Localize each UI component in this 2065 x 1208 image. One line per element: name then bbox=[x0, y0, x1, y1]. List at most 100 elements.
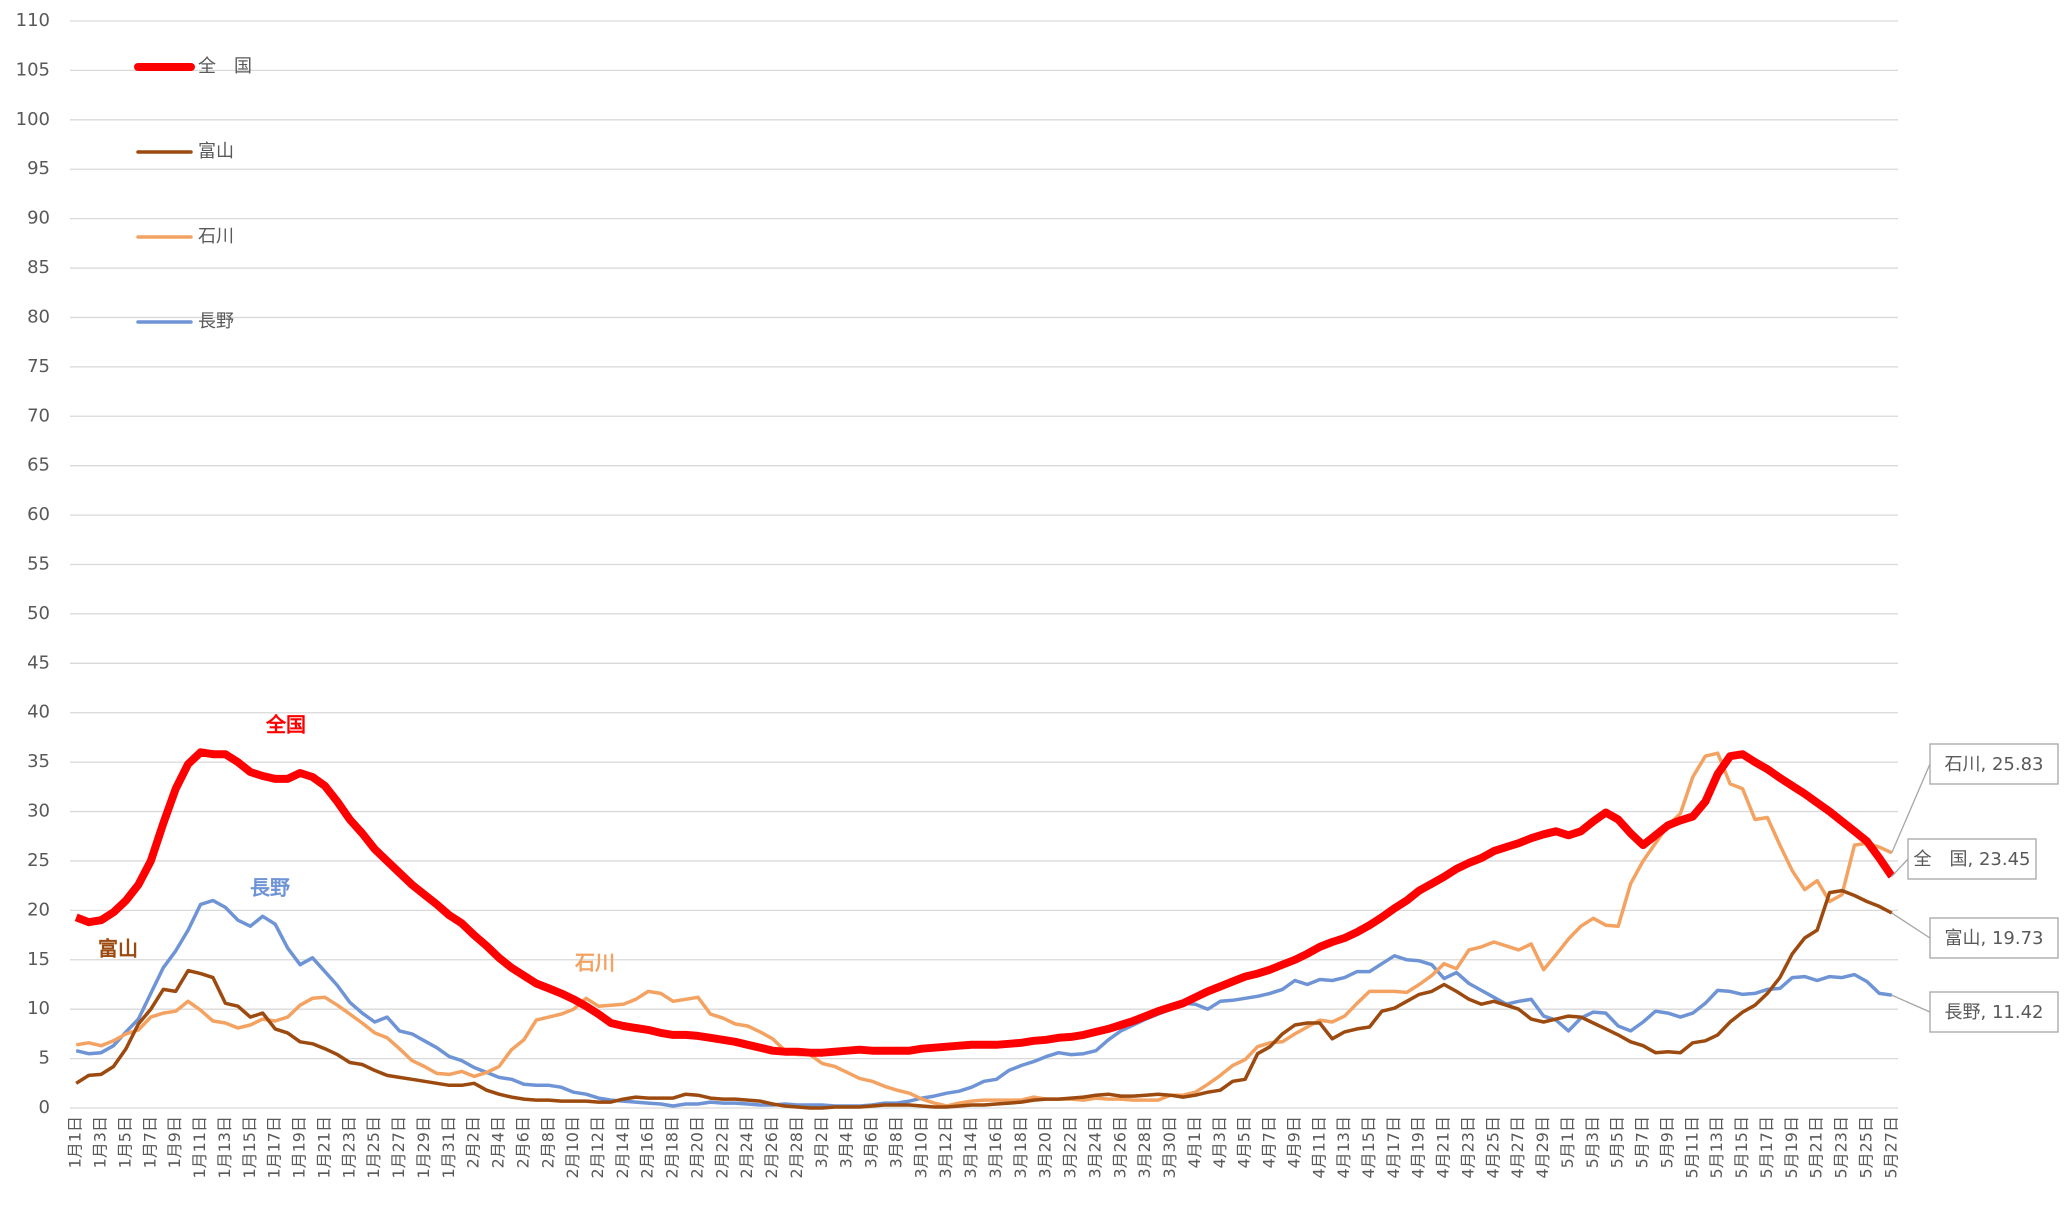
x-tick-label: 4月11日 bbox=[1309, 1116, 1328, 1179]
x-tick-label: 1月1日 bbox=[66, 1116, 85, 1168]
x-tick-label: 2月8日 bbox=[538, 1116, 557, 1168]
x-tick-label: 1月29日 bbox=[414, 1116, 433, 1179]
x-tick-label: 3月8日 bbox=[886, 1116, 905, 1168]
x-tick-label: 5月23日 bbox=[1832, 1116, 1851, 1179]
x-tick-label: 1月13日 bbox=[215, 1116, 234, 1179]
callout-box bbox=[1907, 838, 2037, 880]
y-tick-label: 55 bbox=[27, 554, 50, 575]
y-tick-label: 75 bbox=[27, 356, 50, 377]
x-tick-label: 3月22日 bbox=[1061, 1116, 1080, 1179]
x-tick-label: 5月7日 bbox=[1633, 1116, 1652, 1168]
x-tick-label: 3月20日 bbox=[1036, 1116, 1055, 1179]
data-label: 石川, 25.83 bbox=[1945, 754, 2044, 775]
x-tick-label: 4月15日 bbox=[1359, 1116, 1378, 1179]
x-tick-label: 1月27日 bbox=[389, 1116, 408, 1179]
callout-box bbox=[1929, 743, 2059, 785]
x-tick-label: 2月2日 bbox=[464, 1116, 483, 1168]
x-tick-label: 1月25日 bbox=[364, 1116, 383, 1179]
series-line bbox=[75, 888, 1893, 1110]
x-tick-label: 2月18日 bbox=[663, 1116, 682, 1179]
annotation: 全国 bbox=[265, 713, 306, 737]
y-tick-label: 60 bbox=[27, 504, 50, 525]
x-tick-label: 5月19日 bbox=[1782, 1116, 1801, 1179]
x-tick-label: 5月9日 bbox=[1657, 1116, 1676, 1168]
data-label: 全 国, 23.45 bbox=[1914, 849, 2031, 870]
x-tick-label: 1月19日 bbox=[290, 1116, 309, 1179]
y-tick-label: 35 bbox=[27, 751, 50, 772]
y-tick-label: 25 bbox=[27, 850, 50, 871]
callout-box bbox=[1929, 991, 2059, 1033]
x-tick-label: 2月24日 bbox=[737, 1116, 756, 1179]
x-tick-label: 4月19日 bbox=[1409, 1116, 1428, 1179]
annotation: 長野 bbox=[250, 876, 290, 900]
x-tick-label: 4月5日 bbox=[1235, 1116, 1254, 1168]
annotation: 石川 bbox=[574, 951, 615, 975]
y-tick-label: 40 bbox=[27, 702, 50, 723]
x-tick-label: 4月29日 bbox=[1533, 1116, 1552, 1179]
x-tick-label: 3月18日 bbox=[1011, 1116, 1030, 1179]
x-tick-label: 5月13日 bbox=[1707, 1116, 1726, 1179]
callout-leader bbox=[1891, 912, 1931, 939]
callout-leader bbox=[1891, 858, 1909, 877]
x-tick-label: 3月2日 bbox=[812, 1116, 831, 1168]
x-tick-label: 1月11日 bbox=[190, 1116, 209, 1179]
series-line bbox=[75, 751, 1893, 1108]
x-tick-label: 4月25日 bbox=[1483, 1116, 1502, 1179]
callout-leader bbox=[1891, 994, 1931, 1013]
y-tick-label: 105 bbox=[16, 59, 50, 80]
x-tick-label: 2月28日 bbox=[787, 1116, 806, 1179]
callout-leader bbox=[1891, 763, 1931, 854]
x-tick-label: 2月6日 bbox=[513, 1116, 532, 1168]
x-tick-label: 5月17日 bbox=[1757, 1116, 1776, 1179]
y-tick-label: 30 bbox=[27, 801, 50, 822]
legend-label: 長野 bbox=[198, 311, 234, 332]
series-line bbox=[75, 898, 1893, 1108]
x-tick-label: 5月27日 bbox=[1881, 1116, 1900, 1179]
y-tick-label: 20 bbox=[27, 899, 50, 920]
y-tick-label: 0 bbox=[39, 1097, 50, 1118]
x-tick-label: 4月27日 bbox=[1508, 1116, 1527, 1179]
x-tick-label: 3月6日 bbox=[862, 1116, 881, 1168]
x-tick-label: 1月31日 bbox=[439, 1116, 458, 1179]
series-line bbox=[74, 748, 1896, 1057]
x-tick-label: 4月9日 bbox=[1284, 1116, 1303, 1168]
x-tick-label: 1月9日 bbox=[165, 1116, 184, 1168]
x-tick-label: 5月1日 bbox=[1558, 1116, 1577, 1168]
y-tick-label: 90 bbox=[27, 208, 50, 229]
x-tick-label: 3月16日 bbox=[986, 1116, 1005, 1179]
x-tick-label: 1月23日 bbox=[339, 1116, 358, 1179]
y-tick-label: 45 bbox=[27, 652, 50, 673]
x-tick-label: 1月3日 bbox=[91, 1116, 110, 1168]
data-label: 富山, 19.73 bbox=[1945, 928, 2044, 949]
y-tick-label: 50 bbox=[27, 603, 50, 624]
x-tick-label: 5月11日 bbox=[1682, 1116, 1701, 1179]
x-tick-label: 4月13日 bbox=[1334, 1116, 1353, 1179]
x-tick-label: 1月5日 bbox=[115, 1116, 134, 1168]
x-tick-label: 2月20日 bbox=[687, 1116, 706, 1179]
x-tick-label: 4月3日 bbox=[1210, 1116, 1229, 1168]
data-label: 長野, 11.42 bbox=[1945, 1002, 2044, 1023]
x-tick-label: 3月4日 bbox=[837, 1116, 856, 1168]
x-tick-label: 4月7日 bbox=[1260, 1116, 1279, 1168]
x-tick-label: 1月21日 bbox=[314, 1116, 333, 1179]
x-tick-label: 5月5日 bbox=[1608, 1116, 1627, 1168]
x-tick-label: 2月26日 bbox=[762, 1116, 781, 1179]
x-tick-label: 2月14日 bbox=[613, 1116, 632, 1179]
x-tick-label: 2月16日 bbox=[638, 1116, 657, 1179]
x-tick-label: 1月17日 bbox=[265, 1116, 284, 1179]
x-tick-label: 3月12日 bbox=[936, 1116, 955, 1179]
x-tick-label: 4月21日 bbox=[1434, 1116, 1453, 1179]
legend-label: 全 国 bbox=[198, 56, 252, 77]
callout-box bbox=[1929, 917, 2059, 959]
x-tick-label: 2月22日 bbox=[712, 1116, 731, 1179]
x-tick-label: 3月24日 bbox=[1085, 1116, 1104, 1179]
annotation: 富山 bbox=[98, 937, 138, 961]
x-tick-label: 4月17日 bbox=[1384, 1116, 1403, 1179]
y-tick-label: 85 bbox=[27, 257, 50, 278]
y-tick-label: 95 bbox=[27, 158, 50, 179]
x-tick-label: 1月15日 bbox=[240, 1116, 259, 1179]
x-tick-label: 5月15日 bbox=[1732, 1116, 1751, 1179]
y-tick-label: 80 bbox=[27, 306, 50, 327]
x-tick-label: 2月4日 bbox=[489, 1116, 508, 1168]
